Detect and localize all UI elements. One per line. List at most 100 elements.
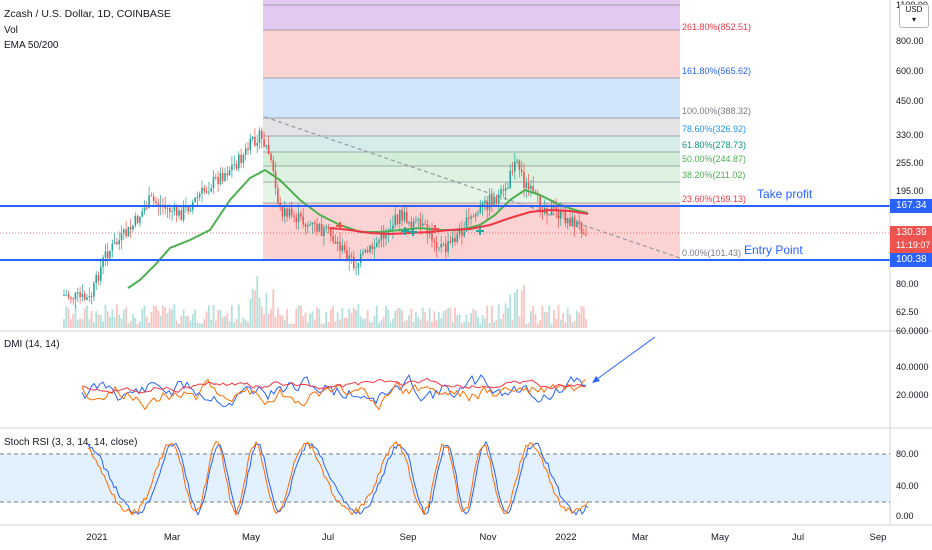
candle-body [205,191,208,193]
candle-body [330,228,332,236]
time-tick: Mar [632,532,648,543]
candle-body [307,225,309,227]
time-tick: Sep [400,532,417,543]
dmi-legend[interactable]: DMI (14, 14) [4,339,60,350]
volume-bar [205,311,208,328]
ema-legend[interactable]: EMA 50/200 [4,40,59,51]
candle-body [219,173,222,185]
volume-bar [155,306,157,328]
volume-bar [320,323,323,328]
volume-bar [251,288,254,328]
candle-body [539,195,541,211]
candle-body [500,189,502,195]
rsi-axis[interactable]: 80.00 40.00 0.00 [896,449,919,521]
volume-bar [348,308,351,328]
volume-bar [221,317,224,328]
candle-body [146,207,148,209]
fib-zone-grey [263,118,680,136]
volume-bar [258,297,261,328]
dmi-axis[interactable]: 60.0000 40.0000 20.0000 [896,326,929,400]
candle-body [468,217,470,219]
volume-bar [438,312,440,328]
candle-body [95,275,97,284]
take-profit-label: Take profit [757,187,813,201]
candle-body [555,207,557,212]
volume-bar [175,320,178,328]
volume-bar [295,308,298,328]
candle-body [520,169,523,172]
candle-body [504,188,507,191]
candle-body [348,255,350,262]
candle-body [318,223,321,232]
candle-body [516,160,518,162]
candle-body [106,251,109,259]
candle-body [201,187,203,194]
volume-bar [385,305,387,328]
dmi-arrow[interactable] [592,336,656,383]
volume-bar [237,304,240,328]
volume-bar [456,315,459,328]
volume-bar [484,318,486,328]
candle-body [90,296,93,298]
candle-body [573,216,576,228]
volume-bar [564,322,567,328]
price-axis[interactable]: 1100.00800.00600.00450.00330.00255.00195… [896,0,928,317]
candle-body [463,231,465,236]
volume-bar [461,323,463,328]
volume-bar [171,309,173,328]
candle-body [385,234,387,239]
candle-body [438,247,440,249]
stoch-rsi-legend[interactable]: Stoch RSI (3, 3, 14, 14, close) [4,437,138,448]
volume-bar [339,319,341,328]
candle-body [251,136,254,139]
candle-body [380,232,383,241]
candle-body [109,250,111,259]
volume-bar [465,314,468,328]
candle-body [311,222,314,225]
symbol-legend[interactable]: Zcash / U.S. Dollar, 1D, COINBASE [4,8,171,20]
volume-bar [93,322,95,328]
volume-bar [573,320,576,328]
candle-body [456,234,459,242]
time-tick: Sep [870,532,887,543]
candle-body [187,206,189,212]
candle-body [564,211,567,224]
candle-body [139,216,141,223]
candle-body [454,237,456,242]
volume-bar [249,299,252,328]
volume-bar [447,308,449,328]
candle-body [293,215,295,217]
candle-body [449,241,452,243]
entry-point-label: Entry Point [744,243,803,257]
volume-bar [415,312,417,328]
vol-legend[interactable]: Vol [4,25,18,36]
candle-body [208,191,210,193]
volume-bar [550,323,553,328]
volume-bar [72,314,75,328]
dashed-trendline[interactable] [264,116,681,259]
candle-body [74,292,77,300]
volume-bar [463,321,466,328]
volume-bar [518,316,521,328]
volume-bar [95,311,98,328]
time-axis[interactable]: 2021 Mar May Jul Sep Nov 2022 Mar May Jul Sep [86,532,886,543]
candle-body [102,257,104,267]
fib-label: 161.80%(565.62) [682,66,751,76]
volume-bar [210,319,213,328]
volume-bar [428,307,431,328]
volume-bar [336,312,339,328]
volume-bar [536,323,539,328]
volume-bar [433,311,436,328]
volume-bar [557,304,560,328]
candle-body [323,227,325,236]
volume-bar [352,307,355,328]
candle-body [127,226,130,237]
time-tick: 2021 [86,532,107,543]
volume-bar [70,319,72,328]
bar-countdown: 11:19:07 [896,240,931,250]
volume-bar [122,310,125,328]
currency-badge[interactable]: USD ▾ [899,4,929,28]
volume-bar [375,305,378,328]
candle-body [474,214,477,217]
